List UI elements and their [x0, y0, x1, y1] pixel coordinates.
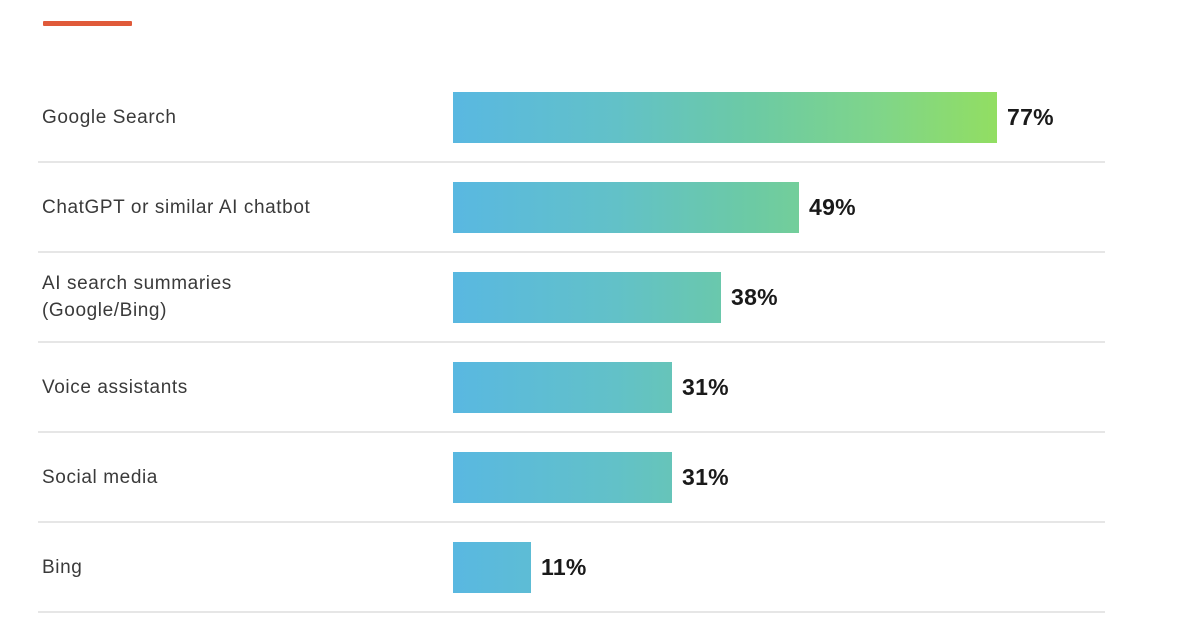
bar-track: 38% [453, 272, 997, 323]
row-label-line: Voice assistants [42, 376, 188, 398]
row-label-line: Social media [42, 466, 158, 488]
bar-value-label: 77% [1007, 104, 1054, 130]
chart-row: Social media 31% [38, 433, 1105, 523]
bar [453, 182, 799, 233]
row-label-line: AI search summaries [42, 273, 232, 294]
row-label: Social media [42, 433, 422, 521]
bar [453, 542, 531, 593]
bar-track: 31% [453, 362, 997, 413]
row-label-line: Bing [42, 556, 83, 578]
row-label-line: (Google/Bing) [42, 300, 168, 321]
title-accent-line [43, 21, 132, 26]
bar-track: 11% [453, 542, 997, 593]
row-label: ChatGPT or similar AI chatbot [42, 163, 422, 251]
bar-track: 77% [453, 92, 1054, 143]
row-label: Google Search [42, 73, 422, 161]
bar-value-label: 11% [541, 554, 587, 580]
bar-value-label: 31% [682, 464, 729, 490]
bar-value-label: 31% [682, 374, 729, 400]
bar [453, 452, 672, 503]
row-label-line: Google Search [42, 106, 177, 128]
row-label: Bing [42, 523, 422, 611]
chart-row: AI search summaries (Google/Bing) 38% [38, 253, 1105, 343]
chart-row: Google Search 77% [38, 73, 1105, 163]
bar [453, 272, 721, 323]
bar [453, 92, 997, 143]
chart-row: Voice assistants 31% [38, 343, 1105, 433]
bar-track: 49% [453, 182, 997, 233]
bar-track: 31% [453, 452, 997, 503]
bar-value-label: 38% [731, 284, 778, 310]
bar [453, 362, 672, 413]
horizontal-bar-chart: Google Search 77% ChatGPT or similar AI … [38, 73, 1105, 613]
row-label-line: ChatGPT or similar AI chatbot [42, 196, 311, 218]
chart-row: Bing 11% [38, 523, 1105, 613]
chart-row: ChatGPT or similar AI chatbot 49% [38, 163, 1105, 253]
row-label: AI search summaries (Google/Bing) [42, 253, 422, 341]
row-label: Voice assistants [42, 343, 422, 431]
bar-value-label: 49% [809, 194, 856, 220]
